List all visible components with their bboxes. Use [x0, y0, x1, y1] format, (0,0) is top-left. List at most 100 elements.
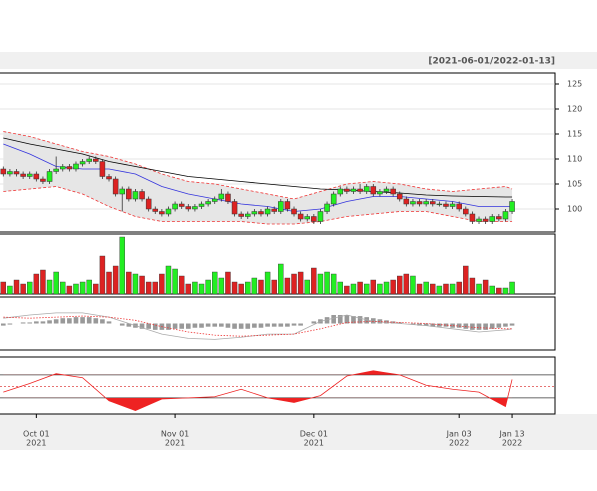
macd-histogram	[476, 323, 482, 330]
macd-histogram	[456, 323, 462, 328]
volume-bar	[337, 281, 343, 295]
volume-bar	[311, 267, 317, 295]
candle-body	[245, 213, 251, 217]
candle-body	[132, 191, 139, 200]
volume-bar	[443, 283, 449, 295]
candle-body	[0, 168, 7, 175]
macd-histogram	[390, 321, 396, 324]
x-tick-label: Dec 01	[300, 430, 328, 439]
macd-histogram	[47, 320, 52, 324]
volume-bar	[344, 285, 350, 295]
volume-bar	[205, 279, 211, 295]
y-tick-label: 120	[567, 105, 582, 114]
panel	[0, 233, 556, 295]
volume-bar	[33, 273, 40, 295]
volume-bar	[79, 281, 86, 295]
candle-body	[482, 218, 489, 222]
macd-histogram	[73, 317, 79, 324]
band-upper	[3, 131, 513, 200]
candle-body	[502, 211, 509, 220]
macd-histogram	[357, 316, 363, 324]
macd-histogram	[219, 323, 224, 327]
x-tick-label: Oct 01	[23, 430, 50, 439]
macd-histogram	[437, 323, 442, 327]
volume-bar	[53, 271, 59, 295]
volume-bar	[20, 283, 26, 295]
candle-body	[383, 188, 390, 192]
macd-histogram	[298, 323, 303, 326]
macd-histogram	[179, 323, 185, 329]
volume-bar	[264, 271, 271, 295]
volume-bar	[423, 281, 429, 295]
macd-histogram	[489, 323, 495, 329]
volume-bar	[482, 279, 489, 295]
x-tick-label: Jan 03	[446, 430, 472, 439]
volume-bar	[502, 287, 509, 295]
volume-bar	[139, 275, 145, 295]
macd-histogram	[245, 323, 251, 329]
header-bar	[0, 52, 597, 69]
macd-histogram	[271, 323, 277, 327]
volume-bar	[93, 283, 99, 295]
candle-body	[112, 178, 119, 195]
volume-bar	[119, 236, 125, 295]
macd-histogram	[384, 320, 389, 324]
candle-body	[297, 213, 304, 220]
candle-body	[73, 163, 79, 170]
candle-body	[443, 203, 449, 207]
volume-bar	[324, 271, 330, 295]
x-tick-year: 2022	[449, 439, 469, 448]
macd-histogram	[285, 323, 290, 327]
candle-body	[469, 213, 476, 222]
x-tick-year: 2022	[502, 439, 522, 448]
candle-body	[40, 178, 46, 182]
candle-body	[99, 161, 106, 177]
candle-body	[33, 173, 40, 180]
macd-histogram	[67, 318, 72, 324]
macd-histogram	[146, 323, 151, 329]
macd-histogram	[503, 323, 508, 327]
candle-body	[178, 203, 185, 207]
volume-bar	[416, 283, 423, 295]
candle-body	[152, 208, 159, 212]
candle-body	[324, 203, 330, 212]
x-tick-label: Nov 01	[161, 430, 189, 439]
candle-body	[463, 208, 469, 215]
volume-bar	[317, 273, 324, 295]
macd-histogram	[377, 319, 383, 324]
macd-histogram	[397, 322, 403, 324]
y-tick-label: 115	[567, 130, 582, 139]
macd-histogram	[364, 317, 370, 324]
volume-bar	[192, 281, 198, 295]
moving-average	[3, 137, 513, 198]
volume-bar	[363, 283, 370, 295]
volume-bar	[159, 273, 165, 295]
candle-body	[436, 203, 443, 206]
macd-histogram	[27, 322, 33, 324]
overbought-fill	[3, 370, 513, 375]
volume-bar	[476, 283, 482, 295]
macd-histogram	[60, 318, 66, 324]
macd-histogram	[20, 322, 26, 324]
volume-bar	[403, 273, 410, 295]
candle-body	[185, 206, 192, 210]
candle-body	[330, 193, 337, 205]
macd-histogram	[470, 323, 475, 330]
macd-histogram	[337, 315, 343, 324]
candle-body	[476, 218, 482, 222]
macd-histogram	[483, 323, 488, 330]
candle-body	[430, 201, 436, 205]
macd-histogram	[324, 317, 330, 324]
candle-body	[423, 201, 429, 205]
macd-histogram	[172, 323, 178, 329]
candle-body	[20, 173, 26, 177]
macd-histogram	[252, 323, 257, 328]
candle-body	[370, 186, 377, 195]
volume-bar	[145, 281, 152, 295]
band-fill	[3, 131, 513, 224]
candle-body	[13, 171, 20, 175]
candle-body	[410, 201, 416, 205]
volume-bar	[258, 279, 264, 295]
macd-histogram	[152, 323, 158, 330]
volume-bar	[27, 281, 33, 295]
